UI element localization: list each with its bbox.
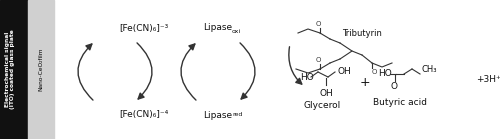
Text: [Fe(CN)₆]⁻⁴: [Fe(CN)₆]⁻⁴ bbox=[119, 110, 168, 119]
Text: red: red bbox=[232, 112, 242, 117]
Text: [Fe(CN)₆]⁻³: [Fe(CN)₆]⁻³ bbox=[119, 24, 168, 33]
Text: O: O bbox=[390, 82, 398, 91]
Text: Nano-CeO₂film: Nano-CeO₂film bbox=[38, 47, 44, 91]
Text: Lipase: Lipase bbox=[204, 111, 233, 120]
Text: Lipase: Lipase bbox=[204, 23, 233, 32]
Bar bbox=[28, 0, 54, 139]
Text: +3H⁺: +3H⁺ bbox=[476, 75, 500, 84]
Text: CH₃: CH₃ bbox=[421, 65, 436, 75]
Text: oxi: oxi bbox=[232, 29, 241, 34]
Text: Butyric acid: Butyric acid bbox=[373, 98, 427, 107]
Text: O: O bbox=[372, 69, 376, 75]
Text: Glycerol: Glycerol bbox=[304, 101, 341, 110]
Bar bbox=[0, 0, 28, 139]
Text: OH: OH bbox=[319, 89, 333, 98]
Text: HO: HO bbox=[300, 73, 314, 81]
Text: Electrochemical signal
(ITO) coated glass plate: Electrochemical signal (ITO) coated glas… bbox=[4, 29, 16, 109]
Text: +: + bbox=[360, 75, 370, 89]
Text: HO: HO bbox=[378, 70, 392, 79]
Text: OH: OH bbox=[337, 68, 351, 76]
Text: Tributyrin: Tributyrin bbox=[342, 29, 382, 38]
Text: O: O bbox=[316, 57, 320, 63]
Text: O: O bbox=[316, 21, 320, 27]
